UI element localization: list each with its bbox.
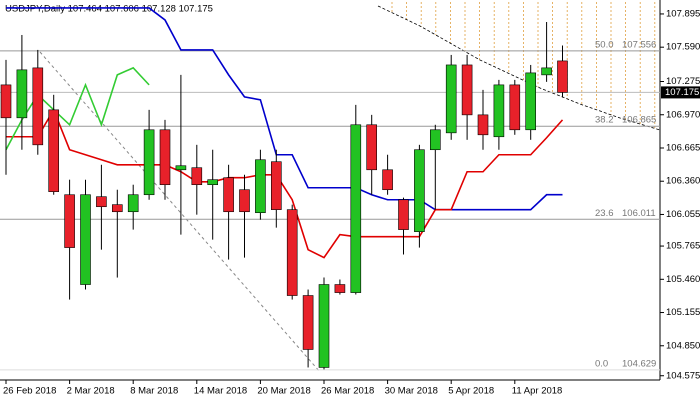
candle-body [557, 60, 568, 93]
current-price-box [661, 86, 700, 99]
x-tick-label: 8 Mar 2018 [130, 386, 178, 397]
candle-body [223, 177, 234, 213]
y-tick-label: 106.665 [666, 143, 700, 154]
indicator-line [6, 7, 563, 211]
candle-body [429, 129, 441, 151]
fib-level-label: 50.0 [595, 39, 614, 50]
x-tick-label: 2 Mar 2018 [67, 386, 115, 397]
candle-body [334, 284, 346, 293]
fib-level-label: 23.6 [595, 208, 614, 219]
candle-body [127, 194, 139, 213]
candle-body [96, 196, 107, 208]
y-tick-label: 105.155 [666, 307, 700, 318]
fib-price-label: 104.629 [622, 358, 656, 369]
candle-body [477, 114, 489, 136]
fib-price-label: 106.011 [622, 208, 656, 219]
y-tick-label: 104.850 [666, 340, 700, 351]
y-tick-label: 104.575 [666, 370, 700, 381]
candle-body [366, 124, 378, 171]
fib-level-label: 38.2 [595, 115, 614, 126]
x-tick-label: 26 Feb 2018 [3, 386, 56, 397]
x-tick-label: 20 Mar 2018 [257, 386, 310, 397]
fib-price-label: 106.865 [622, 115, 656, 126]
candle-body [525, 72, 537, 131]
candle-body [541, 67, 552, 76]
candle-body [286, 209, 298, 296]
fib-level-label: 0.0 [595, 358, 608, 369]
x-tick-label: 5 Apr 2018 [448, 386, 494, 397]
candle-body [350, 124, 362, 293]
candle-body [461, 64, 473, 116]
candle-body [191, 167, 203, 186]
trend-line [39, 51, 321, 373]
candle-body [16, 69, 28, 119]
candle-body [398, 199, 409, 230]
y-tick-label: 106.360 [666, 176, 700, 187]
candle-body [414, 149, 425, 232]
candle-body [48, 109, 60, 192]
candle-body [382, 169, 393, 191]
y-tick-label: 107.895 [666, 8, 700, 19]
candle-body [445, 64, 457, 134]
indicator-line [6, 108, 564, 259]
current-price-label: 107.175 [665, 87, 699, 98]
y-tick-label: 107.590 [666, 42, 700, 53]
x-tick-label: 30 Mar 2018 [385, 386, 438, 397]
candle-body [64, 194, 75, 248]
candle-body [207, 179, 218, 186]
candle-body [255, 159, 266, 214]
candle-body [175, 165, 187, 171]
candle-body [318, 284, 330, 368]
candle-body [32, 67, 44, 146]
candle-body [0, 84, 12, 119]
candle-body [239, 189, 250, 213]
candle-body [493, 84, 505, 138]
y-tick-label: 105.765 [666, 241, 700, 252]
y-tick-label: 106.970 [666, 109, 700, 120]
y-tick-label: 107.275 [666, 76, 700, 87]
candle-body [302, 295, 314, 350]
fib-time-zones [391, 2, 656, 129]
y-tick-label: 105.460 [666, 274, 700, 285]
candle-body [509, 84, 521, 131]
chart-title: USDJPY,Daily 107.464 107.606 107.128 107… [5, 4, 213, 15]
candle-body [143, 129, 155, 196]
y-tick-label: 106.055 [666, 209, 700, 220]
x-tick-label: 11 Apr 2018 [512, 386, 563, 397]
candle-body [159, 129, 171, 186]
x-tick-label: 26 Mar 2018 [321, 386, 374, 397]
candle-body [270, 161, 282, 210]
candle-body [80, 194, 91, 285]
x-tick-label: 14 Mar 2018 [194, 386, 247, 397]
fib-price-label: 107.556 [622, 39, 656, 50]
indicator-line [5, 66, 150, 151]
candle-body [112, 204, 123, 213]
fan-curve [377, 5, 661, 131]
